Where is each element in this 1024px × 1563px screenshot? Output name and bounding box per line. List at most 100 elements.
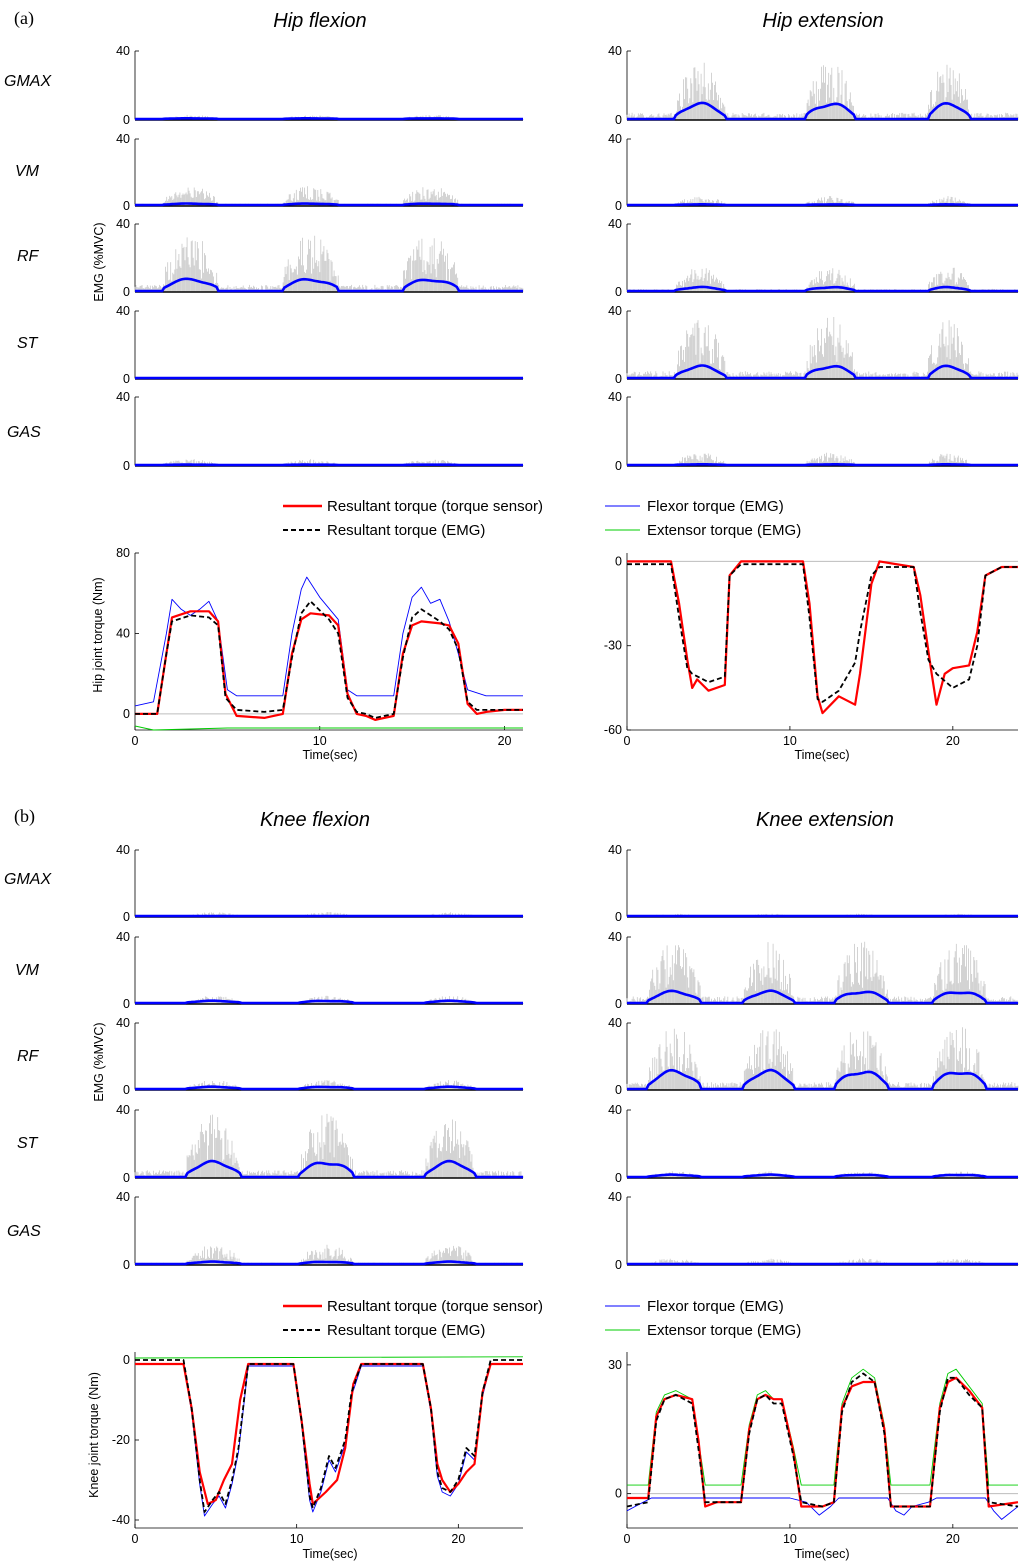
legend-label-extensor: Extensor torque (EMG) <box>647 1322 801 1339</box>
torque-y-tick-label: 0 <box>615 1487 622 1501</box>
emg-y-tick-label: 40 <box>608 1016 622 1030</box>
muscle-label-gmax-b: GMAX <box>4 871 52 888</box>
chart-title-hip-extension: Hip extension <box>762 10 883 32</box>
torque-y-tick-label: 0 <box>123 707 130 721</box>
torque-line-sensor <box>627 560 1018 715</box>
torque-x-tick-label: 0 <box>132 734 139 748</box>
torque-line-flexor <box>135 1363 523 1517</box>
muscle-label-gas-a: GAS <box>7 424 41 441</box>
emg-y-tick-label: 40 <box>116 843 130 857</box>
emg-envelope-rf <box>627 285 1018 293</box>
torque-line-flexor <box>134 576 523 707</box>
torque-plot-knee-extension: 0 30 0 10 20 <box>608 1352 1019 1546</box>
emg-y-tick-label: 0 <box>615 113 622 127</box>
emg-envelope-gas <box>135 1260 523 1266</box>
emg-y-tick-label: 40 <box>116 304 130 318</box>
emg-ylabel-b: EMG (%MVC) <box>92 1022 106 1101</box>
emg-y-tick-label: 40 <box>116 217 130 231</box>
torque-y-tick-label: 0 <box>615 554 622 568</box>
emg-plot-knee-extension: 0 40 0 40 0 40 0 40 0 40 <box>608 843 1019 1272</box>
emg-y-tick-label: 0 <box>615 1083 622 1097</box>
torque-x-tick-label: 10 <box>290 1532 304 1546</box>
emg-plot-hip-flexion: 0 40 0 40 0 40 0 40 0 40 <box>116 44 524 473</box>
torque-x-tick-label: 20 <box>451 1532 465 1546</box>
torque-plot-hip-extension: -60 -30 0 0 10 20 <box>604 553 1018 748</box>
legend-label-extensor: Extensor torque (EMG) <box>647 522 801 539</box>
emg-y-tick-label: 40 <box>116 930 130 944</box>
legend-label-flexor: Flexor torque (EMG) <box>647 1298 784 1315</box>
emg-y-tick-label: 40 <box>116 44 130 58</box>
emg-y-tick-label: 40 <box>608 843 622 857</box>
chart-title-hip-flexion: Hip flexion <box>273 10 366 32</box>
torque-y-tick-label: 80 <box>116 546 130 560</box>
emg-envelope-vm <box>627 989 1018 1005</box>
emg-raw-signal-rf <box>626 1027 1019 1090</box>
torque-y-tick-label: 40 <box>116 626 130 640</box>
torque-x-tick-label: 20 <box>946 734 960 748</box>
legend-label-sensor: Resultant torque (torque sensor) <box>327 498 543 515</box>
emg-y-tick-label: 0 <box>123 285 130 299</box>
torque-line-emg <box>626 1372 1019 1508</box>
emg-y-tick-label: 0 <box>615 372 622 386</box>
torque-line-sensor <box>135 1362 523 1506</box>
emg-y-tick-label: 0 <box>123 113 130 127</box>
panel-label-b: (b) <box>14 806 35 827</box>
time-xlabel-hip-extension: Time(sec) <box>794 748 849 762</box>
muscle-label-vm-a: VM <box>15 163 40 180</box>
torque-x-tick-label: 20 <box>498 734 512 748</box>
torque-x-tick-label: 10 <box>313 734 327 748</box>
emg-envelope-rf <box>627 1068 1018 1091</box>
muscle-label-st-a: ST <box>17 335 39 352</box>
emg-y-tick-label: 40 <box>608 132 622 146</box>
emg-y-tick-label: 0 <box>123 1083 130 1097</box>
emg-y-tick-label: 0 <box>615 910 622 924</box>
emg-y-tick-label: 40 <box>608 930 622 944</box>
emg-envelope-st <box>627 364 1018 380</box>
emg-y-tick-label: 0 <box>615 1171 622 1185</box>
torque-line-emg <box>135 1359 523 1513</box>
emg-y-tick-label: 0 <box>615 997 622 1011</box>
torque-line-emg <box>135 600 523 719</box>
legend-label-emg: Resultant torque (EMG) <box>327 522 485 539</box>
legend-label-flexor: Flexor torque (EMG) <box>647 498 784 515</box>
time-xlabel-knee-extension: Time(sec) <box>794 1547 849 1561</box>
emg-envelope-rf <box>135 277 523 293</box>
emg-envelope-gmax <box>627 101 1018 121</box>
time-xlabel-hip-flexion: Time(sec) <box>302 748 357 762</box>
emg-y-tick-label: 0 <box>615 285 622 299</box>
emg-envelope-st <box>135 1159 523 1179</box>
time-xlabel-knee-flexion: Time(sec) <box>302 1547 357 1561</box>
torque-line-extensor <box>134 1356 524 1359</box>
torque-x-tick-label: 0 <box>624 734 631 748</box>
torque-x-tick-label: 10 <box>783 1532 797 1546</box>
hip-torque-ylabel: Hip joint torque (Nm) <box>91 577 105 692</box>
emg-y-tick-label: 40 <box>608 304 622 318</box>
torque-line-sensor <box>627 1376 1019 1508</box>
torque-line-sensor <box>135 610 523 722</box>
torque-y-tick-label: 30 <box>608 1358 622 1372</box>
torque-line-extensor <box>134 725 523 731</box>
panel-label-a: (a) <box>14 8 34 29</box>
muscle-label-gas-b: GAS <box>7 1223 41 1240</box>
emg-y-tick-label: 40 <box>608 44 622 58</box>
torque-plot-knee-flexion: -40 -20 0 0 10 20 <box>112 1352 524 1546</box>
torque-x-tick-label: 10 <box>783 734 797 748</box>
emg-plot-hip-extension: 0 40 0 40 0 40 0 40 0 40 <box>608 44 1019 473</box>
emg-y-tick-label: 0 <box>615 459 622 473</box>
torque-line-emg <box>627 563 1018 703</box>
emg-y-tick-label: 0 <box>123 1171 130 1185</box>
muscle-label-gmax-a: GMAX <box>4 73 52 90</box>
emg-y-tick-label: 40 <box>608 1103 622 1117</box>
torque-y-tick-label: -20 <box>112 1433 130 1447</box>
chart-title-knee-extension: Knee extension <box>756 809 894 831</box>
emg-y-tick-label: 40 <box>608 390 622 404</box>
torque-y-tick-label: -40 <box>112 1513 130 1527</box>
chart-title-knee-flexion: Knee flexion <box>260 809 370 831</box>
emg-y-tick-label: 0 <box>615 199 622 213</box>
emg-envelope-gmax <box>135 117 523 121</box>
emg-envelope-gas <box>627 462 1018 467</box>
knee-torque-ylabel: Knee joint torque (Nm) <box>87 1372 101 1498</box>
torque-line-flexor <box>626 1497 1019 1520</box>
muscle-label-rf-a: RF <box>17 248 40 265</box>
emg-y-tick-label: 40 <box>116 1016 130 1030</box>
